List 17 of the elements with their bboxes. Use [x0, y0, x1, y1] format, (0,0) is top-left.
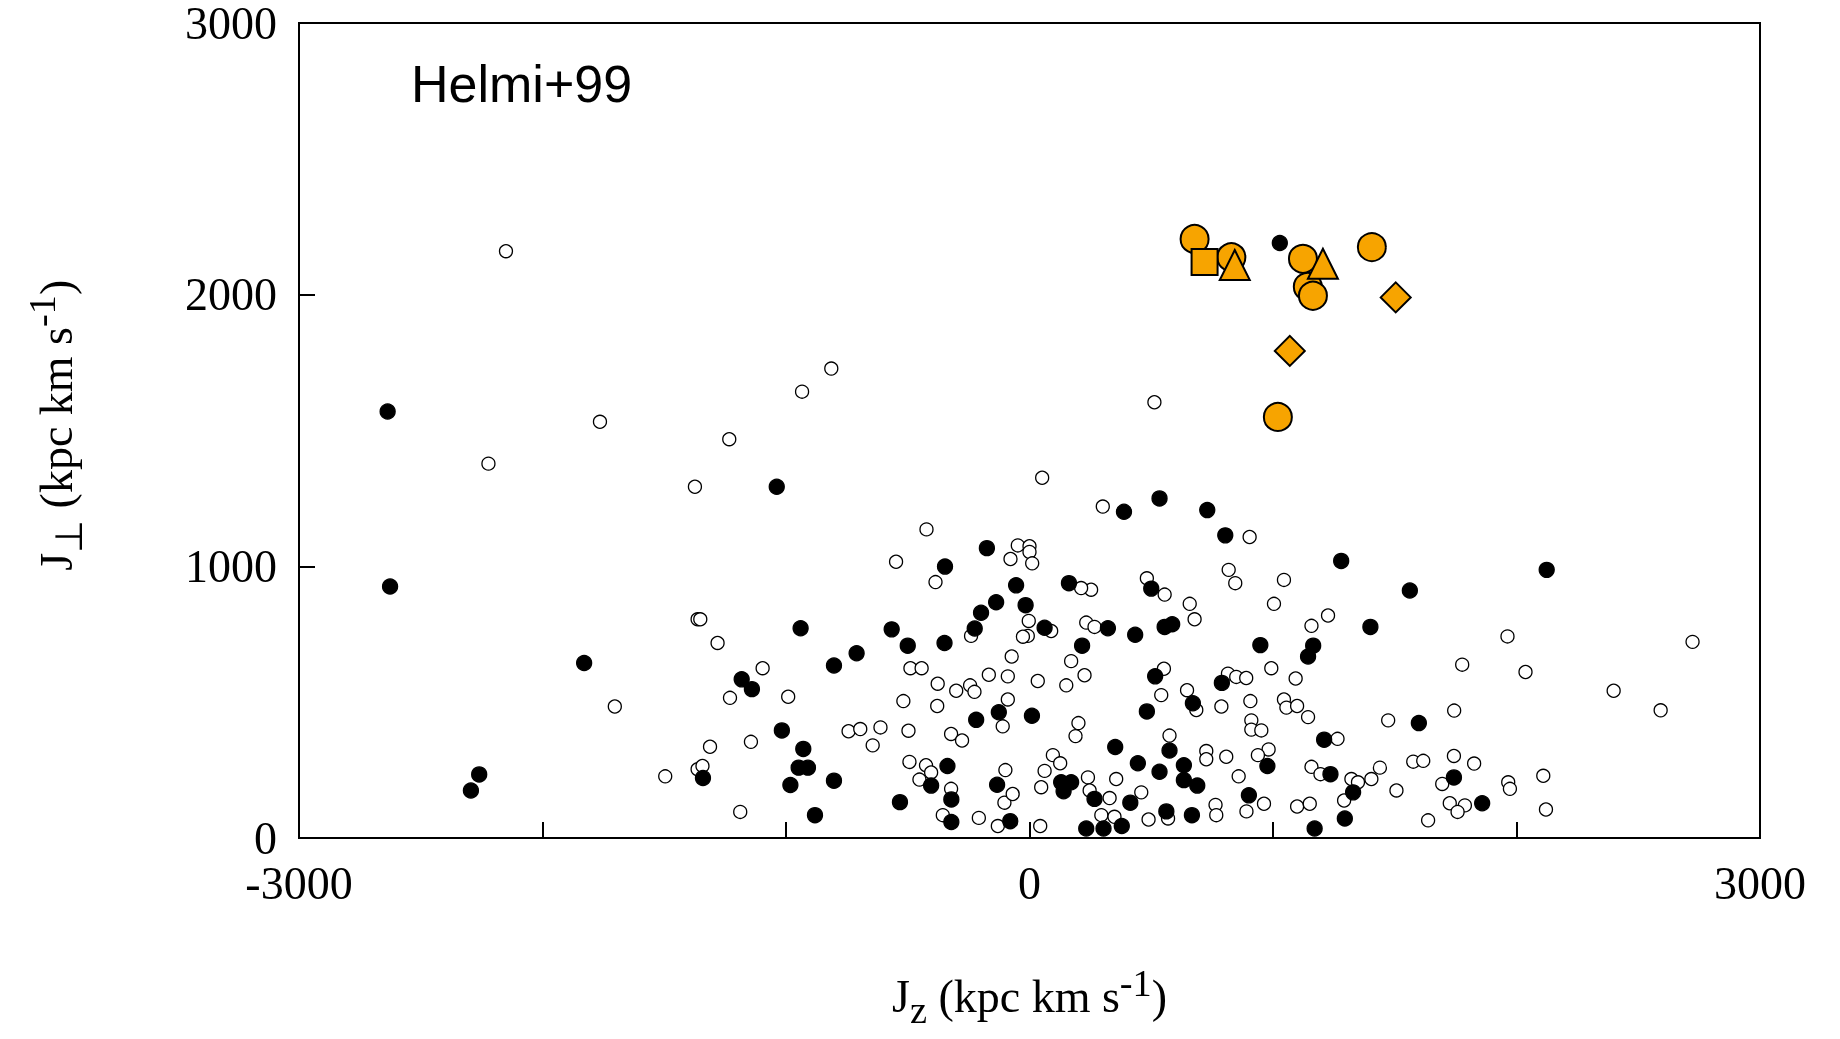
x-tick-label: 3000: [1714, 857, 1806, 909]
point: [1287, 243, 1318, 274]
point: [1190, 248, 1219, 277]
point: [1262, 401, 1293, 432]
x-axis-title: J$_{z}$ (kpc km s$^{-1}$): [892, 961, 1168, 1032]
y-tick-label: 3000: [185, 0, 277, 49]
point: [1179, 223, 1210, 254]
x-tick-label: 0: [1018, 857, 1041, 909]
y-tick-label: 2000: [185, 269, 277, 321]
point: [1297, 280, 1328, 311]
y-tick-label: 1000: [185, 540, 277, 592]
point: [1218, 249, 1251, 282]
annotation: Helmi+99: [411, 55, 633, 113]
point: [1356, 232, 1387, 263]
point: [1379, 281, 1412, 314]
point: [1306, 247, 1339, 280]
point: [1273, 334, 1306, 367]
